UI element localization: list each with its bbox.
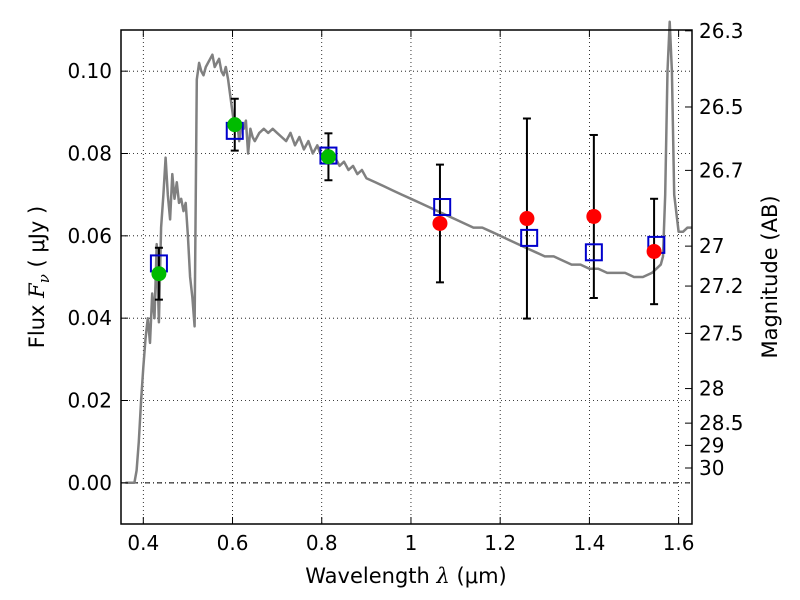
observed-flux-point [646,243,662,259]
sed-model-line [125,20,692,485]
x-axis-label: Wavelength λ (μm) [305,564,506,588]
y2-tick-label: 28.5 [699,411,744,435]
y2-tick-label: 30 [699,456,724,480]
plot-frame [120,29,693,525]
x-tick-label: 0.6 [217,531,249,555]
axis-layer: 0.4 0.6 0.8 1 1.2 1.4 1.6 0.00 0.02 0.04 0.06 0.08 0… [67,19,743,555]
y2-tick-label: 27 [699,234,724,258]
model-photometry-square [433,198,452,217]
observed-flux-point [519,211,535,227]
y2-tick-label: 27.5 [699,321,744,345]
observed-flux-point [586,208,602,224]
y2-tick-label: 26.3 [699,19,744,43]
model-photometry-square [520,228,539,247]
x-tick-label: 0.4 [127,531,159,555]
y2-axis-label: Magnitude (AB) [758,195,782,358]
y2-tick-label: 26.5 [699,95,744,119]
y-tick-label: 0.04 [67,306,112,330]
x-tick-label: 1 [405,531,418,555]
y-tick-label: 0.06 [67,224,112,248]
x-tick-label: 1.2 [484,531,516,555]
grid-layer [121,30,692,524]
y2-tick-label: 28 [699,377,724,401]
x-tick-label: 1.4 [573,531,605,555]
y-axis-label: Flux Fν ( μJy ) [25,206,53,348]
y-tick-label: 0.08 [67,142,112,166]
observed-flux-point [432,215,448,231]
y2-tick-label: 26.7 [699,158,744,182]
y-tick-label: 0.10 [67,59,112,83]
plot-layer [125,20,692,485]
y2-tick-label: 29 [699,433,724,457]
y2-tick-label: 27.2 [699,274,744,298]
y-tick-label: 0.00 [67,471,112,495]
x-tick-label: 1.6 [663,531,695,555]
x-tick-label: 0.8 [306,531,338,555]
observed-flux-point [320,149,336,165]
model-photometry-square [584,243,603,262]
observed-flux-point [151,266,167,282]
y-tick-label: 0.02 [67,389,112,413]
observed-flux-point [227,117,243,133]
